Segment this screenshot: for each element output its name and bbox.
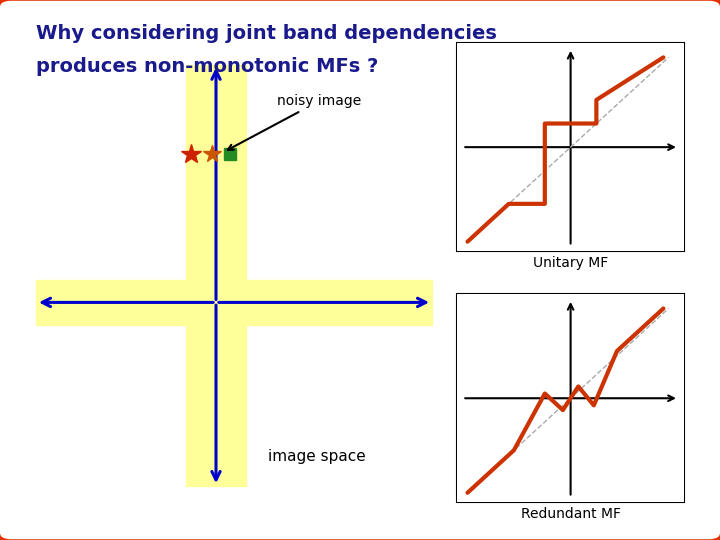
Text: Redundant MF: Redundant MF: [521, 507, 621, 521]
Text: Unitary MF: Unitary MF: [533, 256, 608, 270]
Bar: [457, 43, 684, 251]
Bar: [186, 65, 246, 486]
Bar: [36, 280, 432, 325]
Text: noisy image: noisy image: [228, 94, 361, 150]
Text: image space: image space: [268, 449, 366, 464]
Text: Why considering joint band dependencies: Why considering joint band dependencies: [36, 24, 497, 43]
Text: produces non-monotonic MFs ?: produces non-monotonic MFs ?: [36, 57, 379, 76]
Bar: [457, 294, 684, 502]
